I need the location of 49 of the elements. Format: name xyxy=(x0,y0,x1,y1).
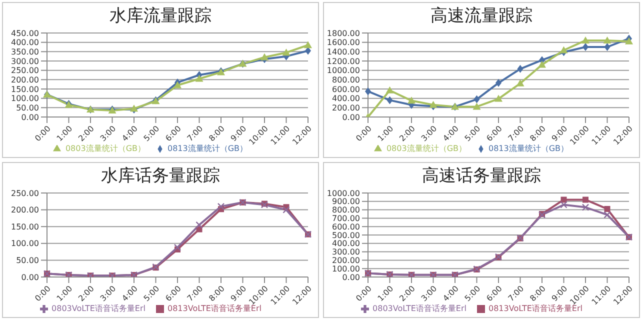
y-tick-label: 200.00 xyxy=(332,256,360,266)
chart-title: 水库话务量跟踪 xyxy=(100,165,221,188)
y-tick-label: 1000.00 xyxy=(326,188,360,198)
y-tick-label: 600.00 xyxy=(332,222,360,232)
legend-label: 0803VoLTE语音话务量Erl xyxy=(372,304,466,313)
y-tick-label: 0.00 xyxy=(342,112,360,122)
y-tick-label: 250.00 xyxy=(11,188,39,198)
legend-label: 0803VoLTE语音话务量Erl xyxy=(52,304,146,313)
y-tick-label: 600.00 xyxy=(332,84,360,94)
y-tick-label: 200.00 xyxy=(11,206,39,215)
y-tick-label: 400.00 xyxy=(332,94,360,104)
legend-label: 0813流量统计（GB） xyxy=(488,144,569,153)
y-tick-label: 50.00 xyxy=(16,104,39,113)
y-tick-label: 800.00 xyxy=(332,76,360,85)
y-tick-label: 250.00 xyxy=(11,66,39,76)
y-tick-label: 1600.00 xyxy=(326,38,360,48)
legend-label: 0813流量统计（GB） xyxy=(168,144,248,153)
y-tick-label: 350.00 xyxy=(11,48,39,57)
y-tick-label: 100.00 xyxy=(11,239,39,248)
y-tick-label: 1000.00 xyxy=(326,66,360,76)
y-tick-label: 700.00 xyxy=(332,214,360,224)
y-tick-label: 100.00 xyxy=(332,264,360,274)
y-tick-label: 800.00 xyxy=(332,206,360,215)
y-tick-label: 200.00 xyxy=(332,104,360,113)
chart-title: 高速流量跟踪 xyxy=(430,5,534,28)
y-tick-label: 450.00 xyxy=(11,28,39,38)
legend-label: 0813VoLTE语音话务量Erl xyxy=(488,304,582,313)
y-tick-label: 100.00 xyxy=(11,94,39,104)
y-tick-label: 900.00 xyxy=(332,197,360,206)
y-tick-label: 300.00 xyxy=(332,248,360,257)
y-tick-label: 500.00 xyxy=(332,230,360,240)
y-tick-label: 0.00 xyxy=(21,272,39,282)
legend-label: 0803流量统计（GB） xyxy=(65,144,146,153)
y-tick-label: 400.00 xyxy=(332,239,360,248)
legend-label: 0813VoLTE语音话务量Erl xyxy=(168,304,262,313)
chart-title: 高速话务量跟踪 xyxy=(421,165,542,188)
y-tick-label: 200.00 xyxy=(11,76,39,85)
y-tick-label: 1200.00 xyxy=(326,56,360,66)
y-tick-label: 0.00 xyxy=(21,112,39,122)
legend-label: 0803流量统计（GB） xyxy=(386,144,466,153)
y-tick-label: 300.00 xyxy=(11,56,39,66)
y-tick-label: 50.00 xyxy=(16,256,39,266)
y-tick-label: 400.00 xyxy=(11,38,39,48)
y-tick-label: 150.00 xyxy=(11,222,39,232)
y-tick-label: 1800.00 xyxy=(326,28,360,38)
y-tick-label: 1400.00 xyxy=(326,48,360,57)
chart-title: 水库流量跟踪 xyxy=(108,5,212,28)
y-tick-label: 150.00 xyxy=(11,84,39,94)
y-tick-label: 0.00 xyxy=(342,272,360,282)
